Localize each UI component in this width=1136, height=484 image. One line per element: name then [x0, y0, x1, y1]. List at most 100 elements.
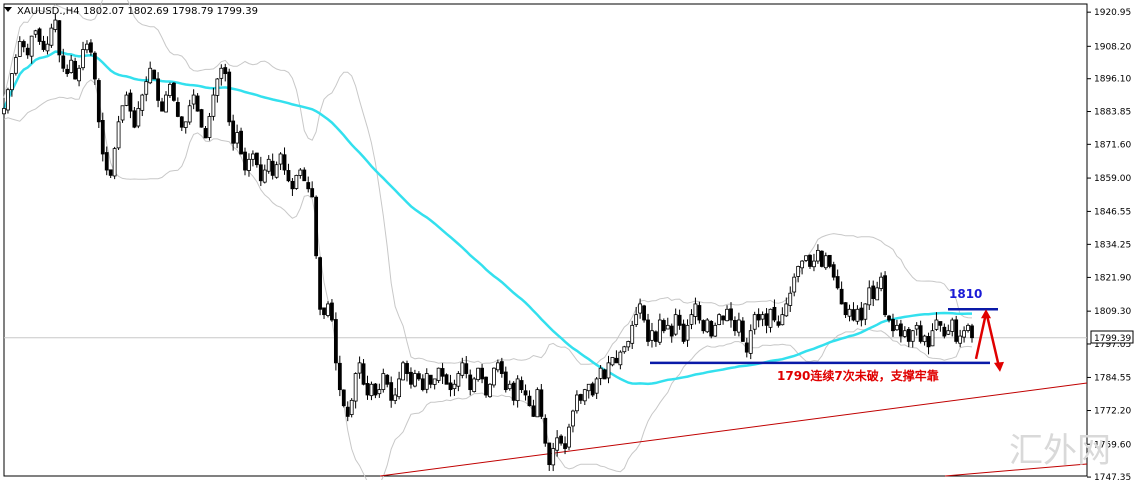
collapse-triangle-icon[interactable] — [4, 7, 12, 12]
candle-body — [235, 132, 240, 144]
candle-body — [527, 395, 532, 407]
candle-body — [610, 357, 615, 366]
candle-body — [262, 169, 267, 183]
candle-body — [555, 437, 560, 451]
candle-body — [2, 108, 6, 115]
candle-body — [843, 302, 848, 316]
candle-body — [697, 305, 702, 321]
candle-body — [792, 276, 797, 293]
bollinger-lower — [3, 79, 973, 484]
moving-average — [2, 50, 972, 386]
candle-body — [144, 81, 149, 95]
y-tick-label: 1797.05 — [1094, 340, 1131, 350]
candle-body — [385, 374, 390, 385]
candle-body — [298, 169, 303, 176]
candles — [2, 13, 974, 472]
candle-body — [49, 27, 54, 46]
candle-body — [646, 319, 650, 342]
candle-body — [89, 42, 93, 53]
candle-body — [219, 67, 224, 79]
candle-body — [669, 325, 674, 337]
candle-body — [13, 57, 18, 74]
candle-body — [345, 406, 350, 417]
y-tick-label: 1821.90 — [1094, 273, 1131, 283]
candle-body — [630, 324, 635, 344]
candle-body — [942, 326, 947, 337]
candle-body — [685, 324, 690, 341]
candle-body — [638, 303, 643, 314]
candle-body — [930, 330, 935, 347]
candle-body — [428, 374, 433, 385]
candle-body — [183, 121, 188, 128]
candle-body — [17, 41, 22, 57]
candle-body — [776, 321, 781, 326]
candle-body — [495, 362, 500, 371]
candle-body — [448, 382, 453, 391]
candle-body — [132, 110, 137, 128]
candle-body — [215, 78, 220, 96]
candle-body — [657, 319, 662, 343]
candle-body — [148, 67, 153, 84]
candle-body — [310, 188, 315, 198]
candle-body — [231, 120, 236, 144]
candle-body — [270, 160, 275, 176]
candle-body — [187, 105, 192, 123]
candle-body — [444, 374, 449, 385]
candle-body — [341, 389, 346, 407]
candle-body — [823, 255, 828, 269]
candle-body — [677, 314, 682, 326]
candle-body — [361, 363, 366, 385]
candle-body — [21, 41, 26, 48]
candle-body — [891, 319, 895, 332]
candle-body — [96, 80, 101, 123]
candle-body — [748, 330, 753, 354]
candle-body — [571, 410, 575, 427]
candle-body — [847, 308, 852, 317]
candle-body — [37, 28, 42, 42]
candle-body — [531, 405, 536, 417]
support-note: 1790连续7次未破，支撑牢靠 — [777, 368, 939, 383]
candle-body — [918, 325, 923, 342]
candle-body — [729, 308, 733, 321]
candle-body — [274, 164, 279, 178]
candle-body — [515, 378, 520, 402]
candle-body — [574, 394, 579, 412]
candle-body — [709, 321, 714, 337]
candle-body — [519, 380, 524, 391]
candle-body — [326, 303, 330, 316]
candle-body — [85, 43, 89, 51]
candle-body — [590, 383, 595, 396]
candle-body — [156, 78, 160, 101]
candle-body — [306, 182, 311, 190]
candle-body — [736, 319, 741, 333]
candle-body — [768, 308, 773, 328]
up-arrow-shaft — [974, 313, 988, 360]
candle-body — [559, 435, 563, 444]
candle-body — [634, 314, 639, 325]
candle-body — [199, 109, 204, 128]
y-tick-label: 1859.00 — [1094, 174, 1131, 184]
candle-body — [424, 373, 429, 390]
candle-body — [337, 362, 342, 391]
candle-body — [472, 378, 477, 392]
candle-body — [950, 319, 955, 332]
candle-body — [547, 442, 552, 466]
candle-body — [73, 60, 78, 80]
candle-body — [452, 383, 457, 390]
candle-body — [286, 170, 291, 182]
candle-body — [389, 382, 394, 401]
candle-body — [353, 373, 358, 402]
candle-body — [251, 153, 255, 160]
resistance-label: 1810 — [949, 287, 982, 301]
y-tick-label: 1759.60 — [1094, 440, 1131, 450]
candle-body — [116, 121, 121, 149]
candle-body — [349, 399, 354, 415]
candle-body — [938, 321, 943, 326]
candle-body — [594, 378, 599, 394]
candle-body — [6, 89, 10, 111]
candle-body — [29, 35, 34, 57]
candle-body — [780, 314, 785, 326]
ma-line — [2, 50, 972, 386]
candle-body — [294, 174, 299, 189]
candle-body — [764, 313, 769, 326]
